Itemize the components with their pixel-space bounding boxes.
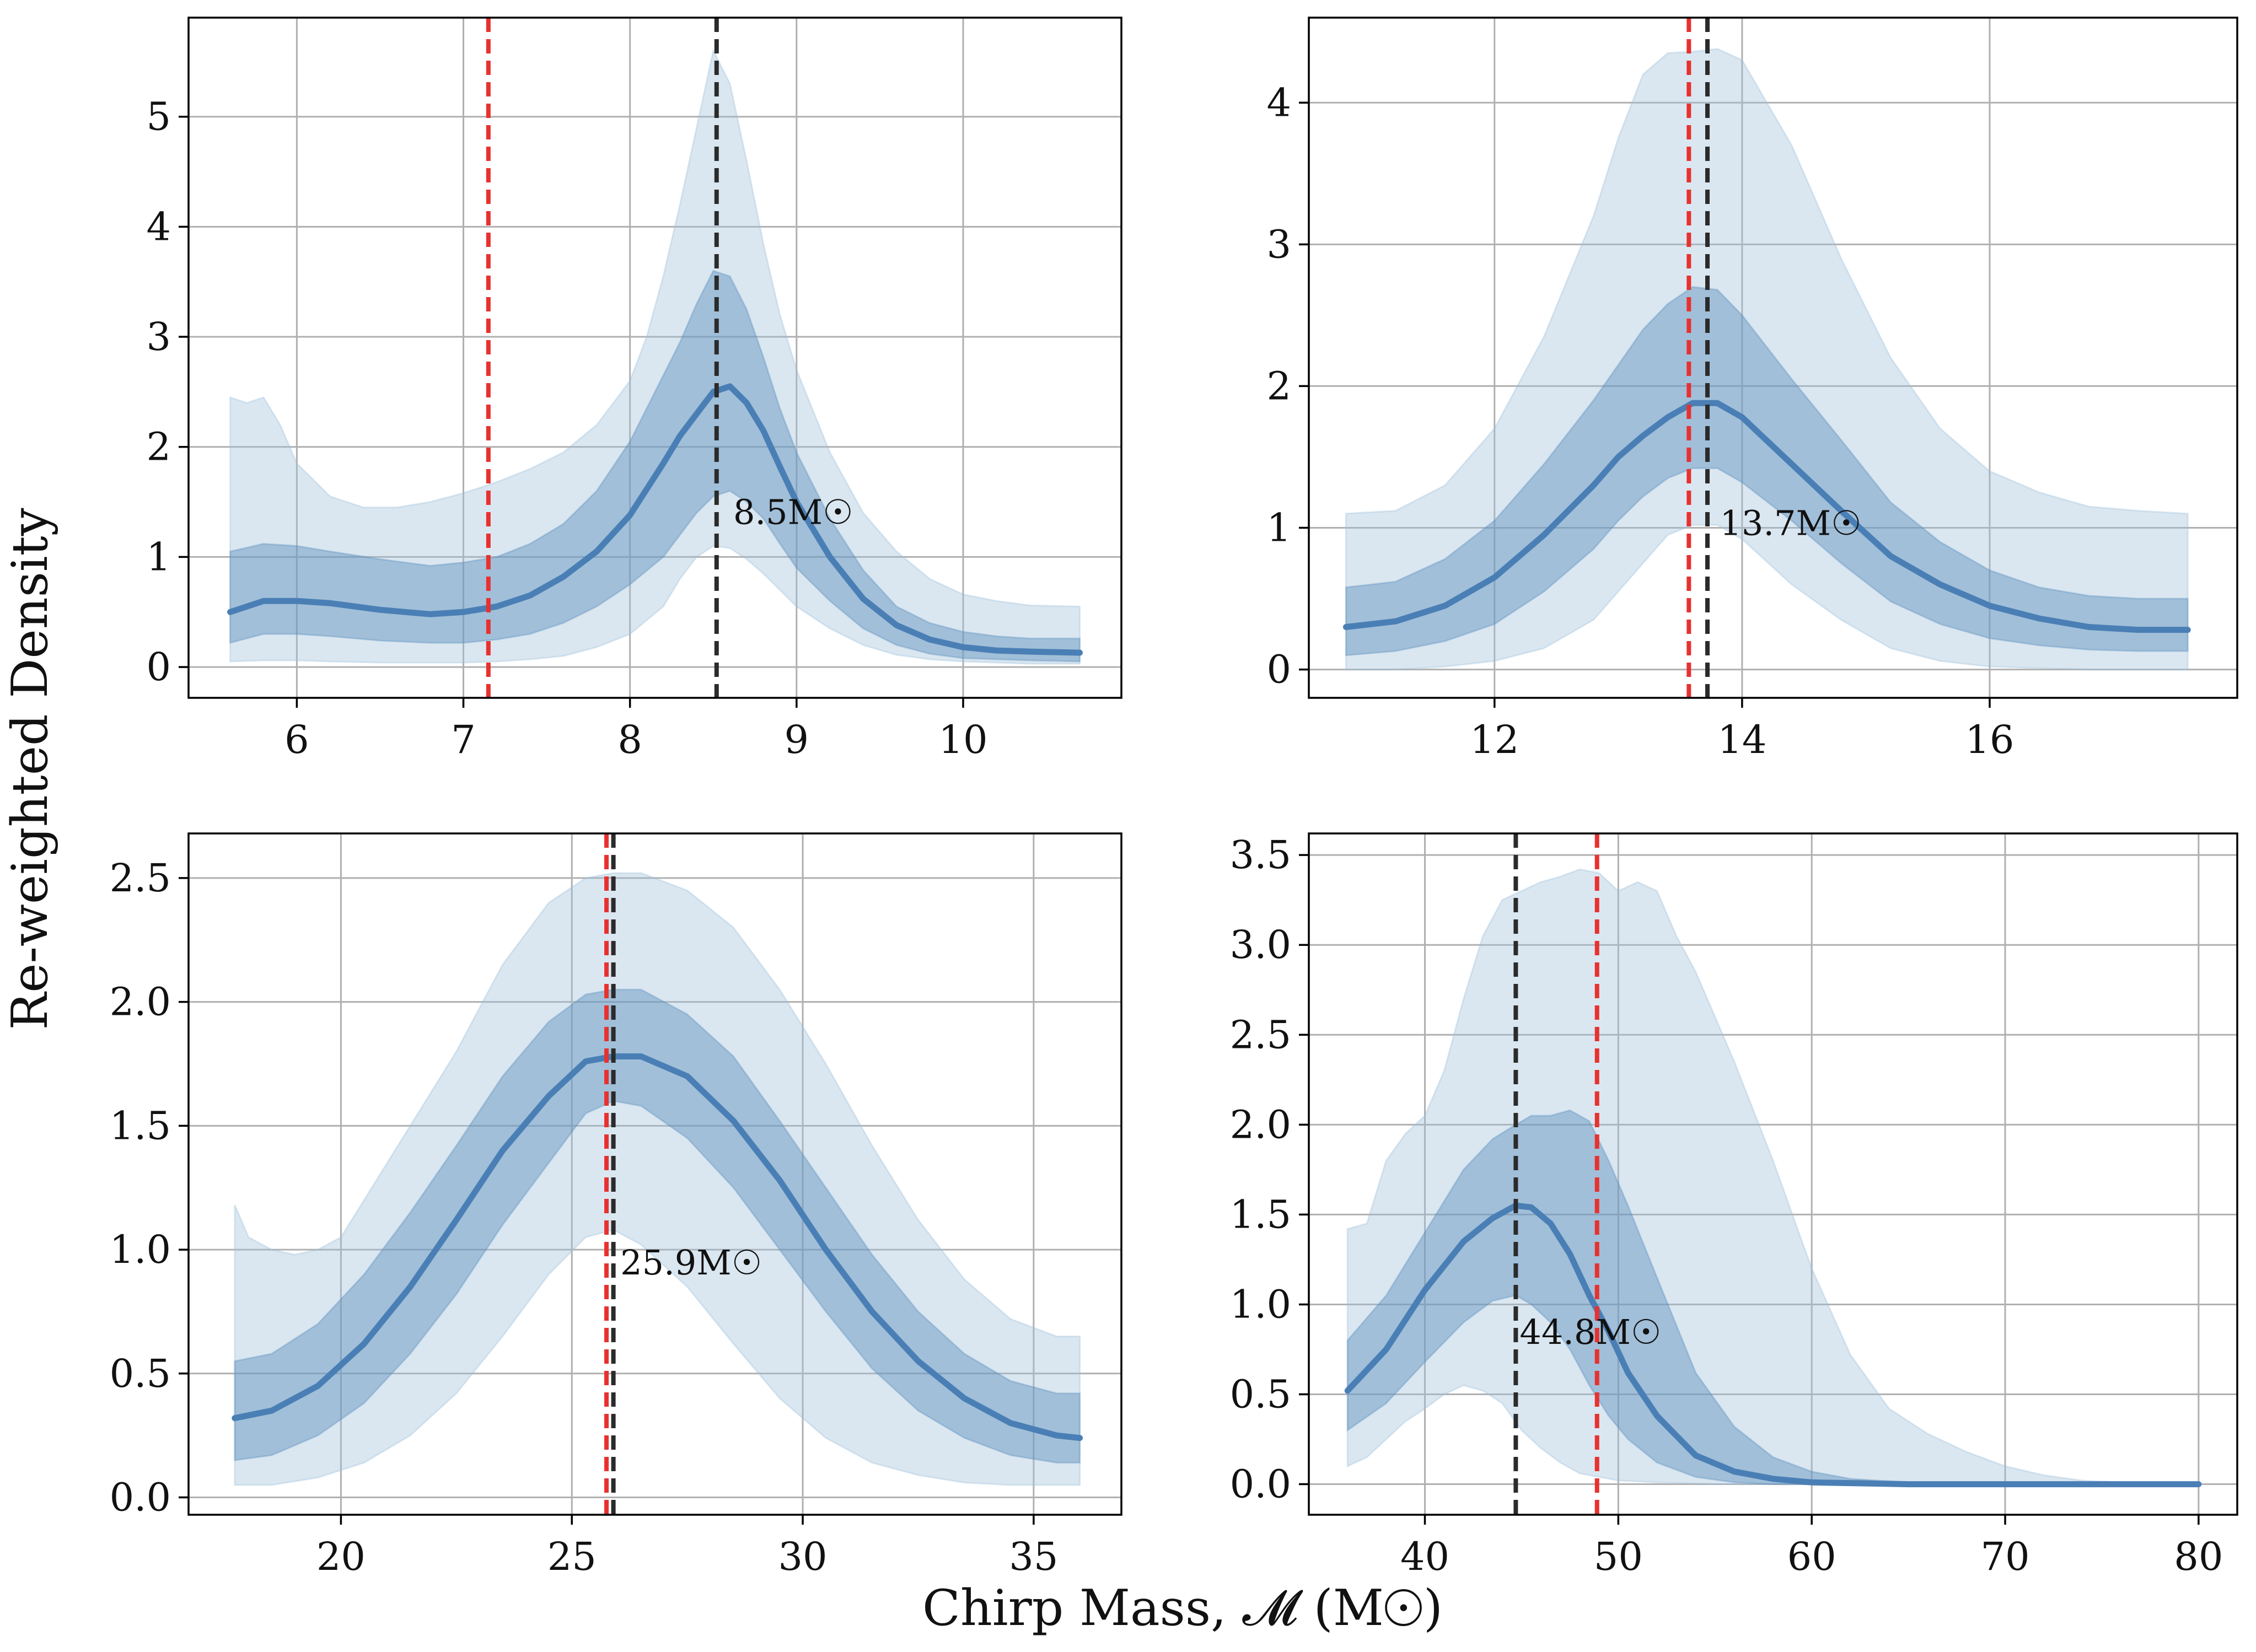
x-tick-label: 80 <box>2174 1534 2223 1579</box>
y-tick-label: 0.0 <box>1230 1462 1291 1507</box>
y-tick-label: 2.5 <box>110 855 171 901</box>
y-tick-label: 5 <box>146 94 171 139</box>
panel-2-plot-area <box>1342 18 2191 698</box>
x-tick-label: 60 <box>1787 1534 1836 1579</box>
y-tick-label: 1 <box>146 534 171 579</box>
axes-frame <box>187 832 1122 1516</box>
panel-1-plot-area <box>227 18 1083 698</box>
median-line <box>232 1053 1083 1441</box>
median-line <box>1344 1202 2202 1488</box>
y-tick-label: 1 <box>1266 505 1291 551</box>
y-tick-label: 1.0 <box>1230 1282 1291 1327</box>
x-tick-label: 9 <box>785 717 809 762</box>
y-tick-label: 2.5 <box>1230 1012 1291 1057</box>
x-tick-label: 7 <box>451 717 476 762</box>
y-tick-label: 2.0 <box>110 980 171 1025</box>
y-tick-label: 0.5 <box>1230 1371 1291 1417</box>
y-tick-label: 0 <box>1266 647 1291 692</box>
y-tick-label: 1.0 <box>110 1227 171 1272</box>
x-tick-label: 20 <box>316 1534 366 1579</box>
y-tick-label: 3 <box>1266 222 1291 267</box>
x-tick-label: 40 <box>1400 1534 1449 1579</box>
y-tick-label: 3 <box>146 314 171 359</box>
x-tick-label: 70 <box>1980 1534 2029 1579</box>
y-tick-label: 0 <box>146 644 171 690</box>
axes-frame <box>187 17 1122 699</box>
y-tick-label: 1.5 <box>1230 1192 1291 1237</box>
axes-frame <box>1308 832 2238 1516</box>
x-tick-label: 12 <box>1470 717 1519 762</box>
y-tick-label: 2.0 <box>1230 1102 1291 1147</box>
credible-band-90 <box>1345 48 2189 671</box>
x-tick-label: 30 <box>778 1534 828 1579</box>
y-tick-label: 2 <box>146 424 171 470</box>
x-tick-label: 8 <box>617 717 642 762</box>
panel-4: 44.8M☉ 40 50 60 70 80 0.0 0.5 1.0 1.5 2.0 2.5 3.0 3.5 <box>1230 832 2238 1579</box>
y-tick-label: 2 <box>1266 363 1291 408</box>
panel-3-plot-area <box>232 833 1083 1515</box>
credible-band-50 <box>229 270 1081 663</box>
x-tick-label: 6 <box>284 717 309 762</box>
credible-band-90 <box>1346 868 2199 1486</box>
panel-4-plot-area <box>1344 833 2202 1515</box>
median-line <box>1342 400 2191 633</box>
axes-frame <box>1308 17 2238 699</box>
x-tick-label: 14 <box>1717 717 1766 762</box>
y-tick-label: 3.0 <box>1230 922 1291 967</box>
median-line <box>227 383 1083 656</box>
y-tick-label: 4 <box>1266 80 1291 125</box>
y-axis-title: Re-weighted Density <box>1 508 59 1030</box>
credible-band-90 <box>229 48 1081 665</box>
y-tick-label: 1.5 <box>110 1103 171 1148</box>
credible-band-50 <box>234 988 1081 1464</box>
x-tick-label: 35 <box>1009 1534 1058 1579</box>
credible-band-50 <box>1345 286 2189 657</box>
x-axis-title: Chirp Mass, 𝓜 (M☉) <box>922 1579 1443 1637</box>
x-tick-label: 10 <box>938 717 987 762</box>
y-tick-label: 3.5 <box>1230 832 1291 878</box>
y-tick-label: 0.5 <box>110 1351 171 1396</box>
credible-band-50 <box>1346 1109 2199 1486</box>
estimate-annotation: 13.7M☉ <box>1720 503 1861 543</box>
y-tick-label: 0.0 <box>110 1475 171 1520</box>
x-tick-label: 50 <box>1594 1534 1643 1579</box>
credible-band-90 <box>234 872 1081 1486</box>
x-tick-label: 25 <box>547 1534 597 1579</box>
estimate-annotation: 25.9M☉ <box>620 1242 762 1283</box>
estimate-annotation: 44.8M☉ <box>1519 1312 1661 1352</box>
y-tick-label: 4 <box>146 204 171 249</box>
panel-3: 25.9M☉ 20 25 30 35 0.0 0.5 1.0 1.5 2.0 2.5 <box>110 832 1122 1579</box>
panel-1: 8.5M☉ 6 7 8 9 10 0 1 2 3 4 5 <box>146 17 1122 762</box>
estimate-annotation: 8.5M☉ <box>733 492 853 532</box>
x-tick-label: 16 <box>1965 717 2014 762</box>
